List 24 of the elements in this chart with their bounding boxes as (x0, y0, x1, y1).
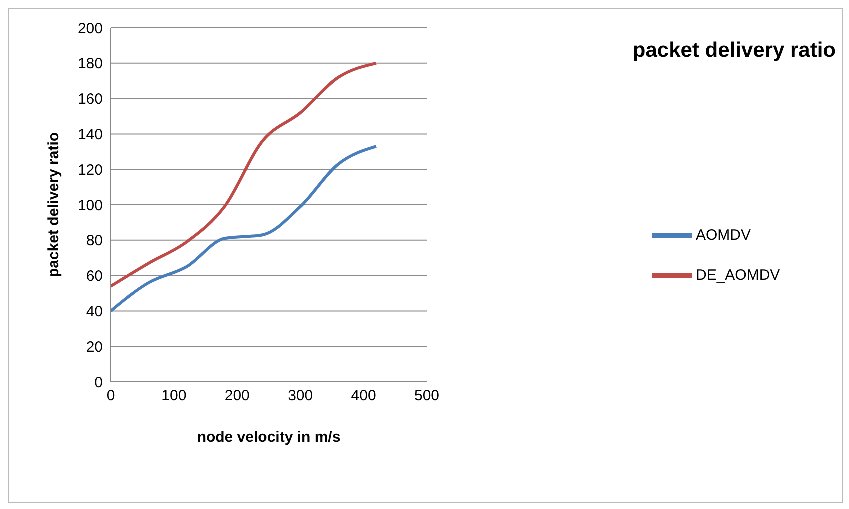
y-tick-label: 80 (86, 232, 103, 250)
x-tick-label: 300 (288, 388, 314, 405)
y-tick-label: 0 (94, 374, 103, 392)
y-tick-label: 140 (78, 126, 103, 144)
legend-label: DE_AOMDV (696, 266, 780, 284)
y-tick-label: 200 (78, 20, 103, 38)
legend-label: AOMDV (696, 226, 752, 244)
y-tick-label: 40 (86, 304, 103, 321)
line-series (111, 62, 378, 288)
y-axis-title: packet delivery ratio (45, 132, 62, 278)
x-tick-label: 100 (162, 388, 187, 405)
y-tick-label: 60 (86, 268, 103, 286)
y-tick-label: 100 (78, 197, 103, 214)
y-tick-label: 120 (78, 162, 103, 179)
line-series (111, 145, 378, 313)
text: packet delivery ratio (632, 39, 836, 63)
y-tick-label: 20 (86, 338, 103, 356)
x-tick-label: 500 (414, 388, 440, 405)
x-tick-label: 200 (224, 388, 250, 405)
x-axis-title: node velocity in m/s (197, 429, 341, 446)
y-tick-label: 160 (78, 91, 103, 108)
x-tick-label: 400 (351, 388, 376, 405)
x-tick-label: 0 (106, 388, 116, 405)
y-tick-label: 180 (78, 56, 103, 73)
